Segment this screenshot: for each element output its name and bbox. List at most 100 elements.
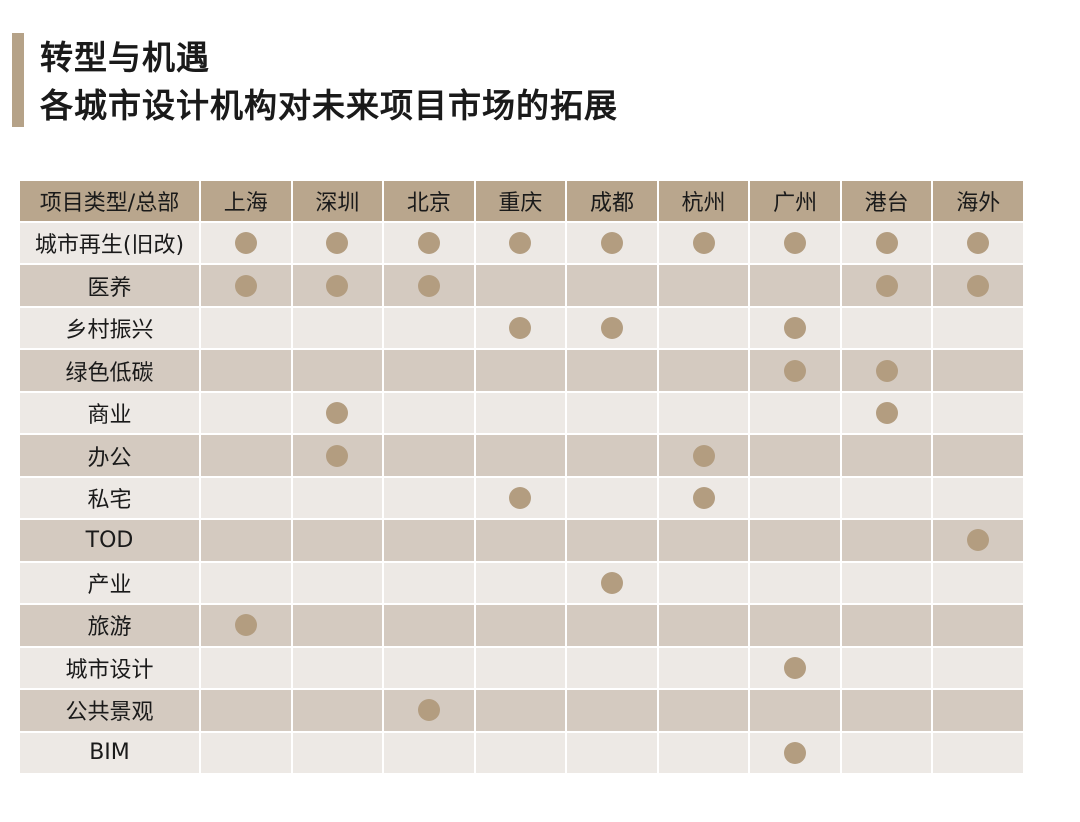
row-label: 城市再生(旧改) [20, 223, 199, 264]
cell [292, 477, 383, 519]
cell [475, 265, 566, 306]
cell [658, 350, 749, 391]
cell [567, 647, 657, 689]
cell [201, 265, 291, 306]
cell [658, 605, 749, 646]
dot [875, 274, 898, 297]
cell [567, 520, 657, 561]
cell [292, 732, 383, 773]
cell [384, 520, 474, 561]
row-label: BIM [20, 732, 199, 773]
cell [292, 307, 383, 349]
cell [658, 477, 749, 519]
cell [292, 520, 383, 561]
cell [201, 350, 291, 391]
cell [384, 265, 474, 306]
accent-bar [12, 33, 24, 127]
cell [475, 350, 566, 391]
cell [750, 392, 840, 434]
column-header: 北京 [384, 181, 474, 221]
cell [933, 435, 1023, 476]
cell [933, 392, 1023, 434]
cell [201, 732, 291, 773]
cell [384, 690, 474, 731]
cell [658, 265, 749, 306]
row-label: 乡村振兴 [20, 307, 199, 349]
subtitle: 各城市设计机构对未来项目市场的拓展 [40, 86, 618, 125]
cell [475, 520, 566, 561]
dot [600, 317, 623, 340]
dot [417, 232, 440, 255]
dot [234, 614, 257, 637]
cell [292, 350, 383, 391]
cell [475, 477, 566, 519]
cell [201, 307, 291, 349]
row-label: 私宅 [20, 477, 199, 519]
table: 项目类型/总部 上海 深圳 北京 重庆 成都 杭州 广州 港台 海外 城市再生(旧改) 医养 乡村振兴绿… [20, 181, 1023, 773]
cell [750, 520, 840, 561]
cell [750, 477, 840, 519]
cell [384, 732, 474, 773]
cell [292, 605, 383, 646]
cell [750, 690, 840, 731]
dot [509, 232, 532, 255]
cell [475, 435, 566, 476]
cell [658, 392, 749, 434]
cell [658, 520, 749, 561]
column-header: 港台 [841, 181, 932, 221]
cell [750, 605, 840, 646]
cell [201, 690, 291, 731]
cell [201, 477, 291, 519]
cell [475, 223, 566, 264]
dot [875, 402, 898, 425]
dot [784, 656, 807, 679]
cell [384, 223, 474, 264]
dot [326, 274, 349, 297]
cell [201, 647, 291, 689]
cell [384, 435, 474, 476]
cell [567, 392, 657, 434]
cell [201, 605, 291, 646]
row-label: 绿色低碳 [20, 350, 199, 391]
row-label: 医养 [20, 265, 199, 306]
cell [201, 520, 291, 561]
cell [841, 647, 932, 689]
dot [784, 359, 807, 382]
cell [933, 562, 1023, 604]
cell [384, 562, 474, 604]
column-header: 成都 [567, 181, 657, 221]
cell [841, 477, 932, 519]
cell [567, 562, 657, 604]
cell [933, 647, 1023, 689]
cell [933, 732, 1023, 773]
cell [750, 732, 840, 773]
cell [292, 392, 383, 434]
cell [292, 562, 383, 604]
cell [475, 392, 566, 434]
dot [784, 232, 807, 255]
title: 转型与机遇 [40, 38, 210, 77]
cell [658, 223, 749, 264]
cell [384, 307, 474, 349]
cell [567, 307, 657, 349]
cell [384, 605, 474, 646]
cell [567, 477, 657, 519]
cell [750, 435, 840, 476]
cell [292, 223, 383, 264]
column-header: 上海 [201, 181, 291, 221]
cell [933, 350, 1023, 391]
dot [234, 274, 257, 297]
cell [658, 690, 749, 731]
row-label: TOD [20, 520, 199, 561]
cell [475, 307, 566, 349]
column-header: 重庆 [475, 181, 566, 221]
cell [567, 690, 657, 731]
cell [841, 350, 932, 391]
dot [784, 741, 807, 764]
dot [600, 232, 623, 255]
cell [658, 435, 749, 476]
dot [234, 232, 257, 255]
cell [750, 350, 840, 391]
cell [292, 435, 383, 476]
row-label: 城市设计 [20, 647, 199, 689]
